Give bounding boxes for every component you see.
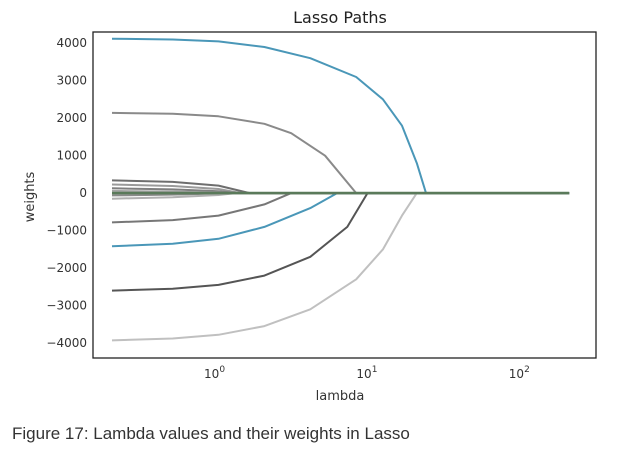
x-tick-label: 101 (356, 365, 377, 381)
y-tick-label: 2000 (56, 111, 87, 125)
y-tick-label: −4000 (46, 336, 87, 350)
x-tick-label: 102 (509, 365, 530, 381)
y-tick-label: −1000 (46, 224, 87, 238)
y-tick-label: 4000 (56, 36, 87, 50)
x-ticks: 100 101 102 (204, 365, 530, 381)
y-tick-label: 0 (79, 186, 87, 200)
series-layer (111, 37, 570, 342)
y-tick-label: 3000 (56, 74, 87, 88)
y-tick-label: −2000 (46, 261, 87, 275)
figure-caption: Figure 17: Lambda values and their weigh… (12, 424, 410, 443)
plot-frame (92, 31, 597, 359)
y-tick-label: 1000 (56, 149, 87, 163)
series-line-11 (111, 192, 570, 292)
x-axis-label: lambda (316, 389, 365, 404)
y-ticks: 4000 3000 2000 1000 0 −1000 −2000 −3000 −4000 (46, 36, 87, 350)
y-axis-label: weights (23, 171, 38, 222)
lasso-chart: Lasso Paths 4000 3000 2000 1000 0 −1000 −2000 −… (23, 8, 597, 404)
series-line-1 (111, 37, 570, 195)
chart-title: Lasso Paths (293, 8, 387, 27)
x-tick-label: 100 (204, 365, 225, 381)
series-line-12 (111, 192, 570, 342)
y-tick-label: −3000 (46, 299, 87, 313)
series-line-2 (111, 111, 570, 195)
